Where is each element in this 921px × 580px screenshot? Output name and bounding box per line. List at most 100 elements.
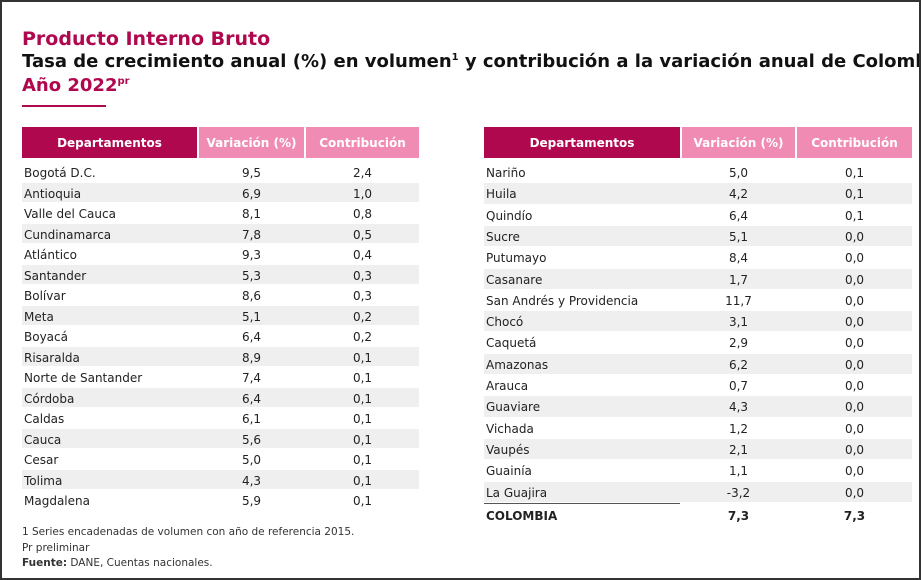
value: 1,7 [728, 272, 749, 287]
value: 0,1 [352, 371, 373, 385]
value: 5,1 [241, 309, 262, 324]
value: 4,2 [728, 187, 749, 202]
department: Caldas [24, 412, 65, 426]
subtitle-end: y contribución a la variación anual de C… [458, 51, 921, 72]
department: Valle del Cauca [24, 207, 116, 221]
department: Tolima [24, 473, 63, 488]
value: 0,1 [352, 453, 373, 467]
value: 1,2 [728, 421, 749, 436]
footnote: 1 Series encadenadas de volumen con año … [22, 526, 355, 538]
value: 0,0 [844, 293, 865, 308]
column-header: Contribución [797, 127, 912, 158]
value: 6,4 [241, 391, 262, 406]
subtitle-sup: 1 [451, 52, 459, 63]
row-band [22, 346, 419, 366]
source: Fuente: DANE, Cuentas nacionales. [22, 557, 213, 569]
value: 6,4 [728, 208, 749, 223]
value: 0,0 [844, 229, 865, 244]
value: 0,0 [844, 336, 865, 351]
column-header: Contribución [306, 127, 419, 158]
value: 0,0 [844, 464, 865, 479]
department: COLOMBIA [486, 508, 558, 523]
preliminary-note: Pr preliminar [22, 542, 90, 554]
value: 6,9 [241, 186, 262, 201]
value: 2,1 [728, 442, 749, 457]
value: 0,0 [844, 272, 865, 287]
department: Atlántico [24, 248, 77, 262]
value: 8,4 [728, 251, 749, 266]
department: San Andrés y Providencia [486, 293, 639, 308]
value: 0,4 [352, 248, 373, 262]
value: 0,5 [352, 227, 373, 242]
value: 0,0 [844, 485, 865, 500]
department: Chocó [486, 315, 524, 330]
row-band [484, 183, 912, 204]
value: 0,0 [844, 379, 865, 393]
value: 7,4 [241, 371, 262, 385]
row-band [22, 182, 419, 202]
department: Meta [24, 309, 54, 324]
row-band [484, 311, 912, 332]
department: Nariño [486, 166, 526, 180]
value: 0,1 [352, 494, 373, 508]
row-band [22, 387, 419, 407]
department: Antioquia [24, 186, 82, 201]
department: Magdalena [24, 494, 90, 508]
department: Boyacá [24, 330, 68, 344]
department: Caquetá [486, 336, 537, 351]
value: 0,0 [844, 251, 865, 266]
value: 0,7 [728, 379, 749, 393]
value: 8,9 [241, 350, 262, 365]
value: 0,0 [844, 357, 865, 372]
value: 1,1 [728, 464, 749, 479]
department: Córdoba [24, 391, 75, 406]
department: Risaralda [24, 350, 80, 365]
department: La Guajira [486, 485, 548, 500]
department: Sucre [486, 229, 520, 244]
department: Cundinamarca [24, 227, 112, 242]
department: Vaupés [486, 442, 530, 457]
value: 7,3 [727, 508, 750, 523]
department: Putumayo [486, 251, 547, 266]
row-band [484, 438, 912, 460]
department: Vichada [486, 421, 534, 436]
value: 0,1 [844, 166, 865, 180]
value: 6,2 [728, 357, 749, 372]
value: 4,3 [241, 473, 262, 488]
department: Amazonas [486, 357, 549, 372]
year: Año 2022pr [22, 75, 130, 96]
value: 8,1 [241, 207, 262, 221]
value: 7,8 [241, 227, 262, 242]
value: 6,1 [241, 412, 262, 426]
subtitle: Tasa de crecimiento anual (%) en volumen… [22, 51, 921, 72]
title: Producto Interno Bruto [22, 28, 271, 50]
department: Guaviare [486, 400, 541, 415]
column-header: Departamentos [484, 127, 680, 158]
year-text: Año 2022 [22, 75, 118, 96]
value: 0,1 [352, 432, 373, 447]
department: Huila [486, 187, 517, 202]
value: 5,9 [241, 494, 262, 508]
value: -3,2 [726, 485, 751, 500]
value: 2,9 [728, 336, 749, 351]
value: 0,3 [352, 268, 373, 283]
value: 5,1 [728, 229, 749, 244]
column-header: Departamentos [22, 127, 197, 158]
department: Cesar [24, 453, 59, 467]
value: 3,1 [728, 315, 749, 330]
value: 0,2 [352, 309, 373, 324]
column-header: Variación (%) [682, 127, 795, 158]
department: Quindío [486, 208, 533, 223]
value: 0,1 [844, 208, 865, 223]
department: Bogotá D.C. [24, 166, 96, 180]
department: Santander [24, 268, 87, 283]
value: 0,1 [844, 187, 865, 202]
row-band [22, 428, 419, 448]
row-band [484, 353, 912, 374]
row-band [484, 396, 912, 417]
value: 0,8 [352, 207, 373, 221]
value: 0,0 [844, 442, 865, 457]
value: 1,0 [352, 186, 373, 201]
total-rule [484, 502, 680, 504]
row-band [484, 225, 912, 247]
